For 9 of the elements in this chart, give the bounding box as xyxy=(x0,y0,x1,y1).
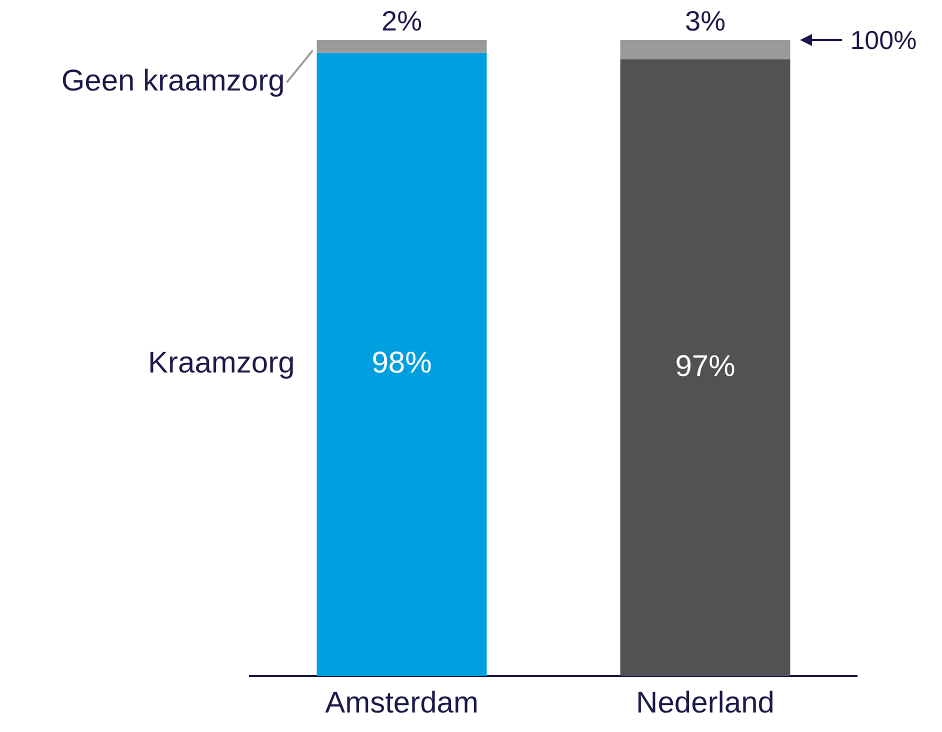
ref-line-label: 100% xyxy=(850,25,917,55)
x-tick-label: Amsterdam xyxy=(325,686,478,720)
series-label: Kraamzorg xyxy=(148,346,295,380)
data-label: 2% xyxy=(382,6,422,37)
x-tick-label: Nederland xyxy=(636,686,774,720)
series-label: Geen kraamzorg xyxy=(61,64,285,98)
data-label: 3% xyxy=(685,6,726,37)
data-label: 98% xyxy=(372,346,432,380)
data-label: 97% xyxy=(675,350,736,383)
